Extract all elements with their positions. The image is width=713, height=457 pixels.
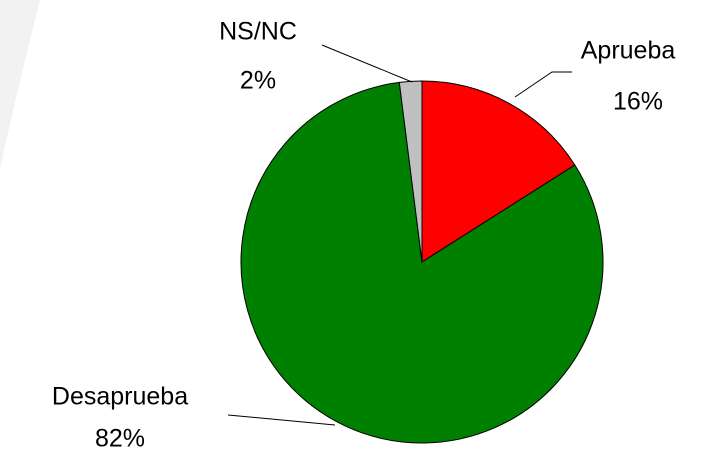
leader-line xyxy=(227,414,336,426)
pie-slice xyxy=(240,81,604,444)
slice-label: Aprueba xyxy=(581,37,676,65)
slice-value-label: 16% xyxy=(613,88,663,116)
slice-label: Desaprueba xyxy=(52,383,188,411)
slice-value-label: 82% xyxy=(95,425,145,453)
pie-slice xyxy=(421,80,576,263)
background-shape xyxy=(0,0,40,170)
leader-line xyxy=(321,44,413,83)
leader-line xyxy=(514,71,572,98)
slice-label: NS/NC xyxy=(219,18,297,46)
slice-value-label: 2% xyxy=(240,67,276,95)
